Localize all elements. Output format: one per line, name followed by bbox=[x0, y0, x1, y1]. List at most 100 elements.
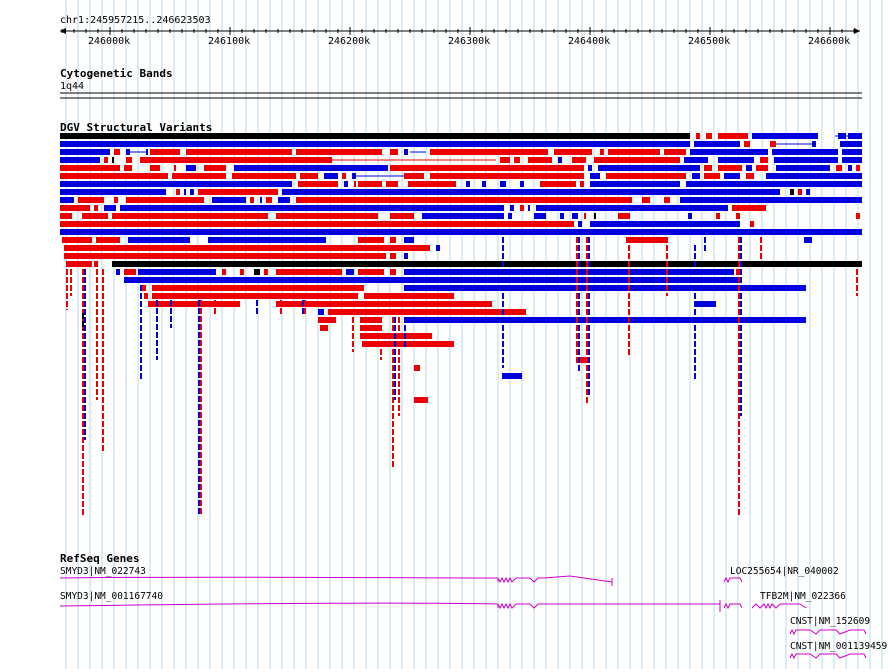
structural-variant[interactable] bbox=[82, 453, 84, 459]
structural-variant[interactable] bbox=[578, 349, 580, 355]
structural-variant[interactable] bbox=[390, 253, 396, 259]
structural-variant[interactable] bbox=[738, 405, 740, 411]
structural-variant[interactable] bbox=[250, 197, 254, 203]
structural-variant[interactable] bbox=[352, 333, 354, 339]
structural-variant[interactable] bbox=[96, 389, 98, 395]
structural-variant[interactable] bbox=[84, 317, 86, 323]
structural-variant[interactable] bbox=[102, 413, 104, 419]
structural-variant[interactable] bbox=[186, 165, 196, 171]
structural-variant[interactable] bbox=[324, 173, 338, 179]
structural-variant[interactable] bbox=[578, 317, 580, 323]
structural-variant[interactable] bbox=[198, 308, 200, 314]
structural-variant[interactable] bbox=[738, 485, 740, 491]
structural-variant[interactable] bbox=[198, 348, 200, 354]
structural-variant[interactable] bbox=[390, 149, 398, 155]
structural-variant[interactable] bbox=[320, 325, 328, 331]
structural-variant[interactable] bbox=[304, 308, 306, 314]
structural-variant[interactable] bbox=[112, 261, 862, 267]
structural-variant[interactable] bbox=[82, 313, 84, 319]
structural-variant[interactable] bbox=[576, 245, 578, 251]
structural-variant[interactable] bbox=[666, 277, 668, 283]
structural-variant[interactable] bbox=[588, 381, 590, 387]
track-title-cytoband[interactable]: Cytogenetic Bands bbox=[60, 67, 173, 80]
structural-variant[interactable] bbox=[150, 165, 160, 171]
gene-model[interactable] bbox=[789, 652, 867, 660]
structural-variant[interactable] bbox=[590, 221, 740, 227]
structural-variant[interactable] bbox=[392, 325, 394, 331]
structural-variant[interactable] bbox=[398, 325, 400, 331]
structural-variant[interactable] bbox=[200, 452, 202, 458]
structural-variant[interactable] bbox=[352, 317, 354, 323]
structural-variant[interactable] bbox=[520, 205, 524, 211]
structural-variant[interactable] bbox=[586, 333, 588, 339]
structural-variant[interactable] bbox=[102, 325, 104, 331]
structural-variant[interactable] bbox=[704, 245, 706, 251]
structural-variant[interactable] bbox=[738, 509, 740, 515]
structural-variant[interactable] bbox=[60, 149, 110, 155]
structural-variant[interactable] bbox=[628, 309, 630, 315]
structural-variant[interactable] bbox=[594, 157, 680, 163]
structural-variant[interactable] bbox=[740, 237, 742, 243]
structural-variant[interactable] bbox=[404, 285, 806, 291]
structural-variant[interactable] bbox=[198, 189, 278, 195]
structural-variant[interactable] bbox=[404, 317, 406, 323]
structural-variant[interactable] bbox=[114, 197, 118, 203]
structural-variant[interactable] bbox=[380, 325, 382, 331]
structural-variant[interactable] bbox=[510, 205, 514, 211]
structural-variant[interactable] bbox=[738, 285, 740, 291]
structural-variant[interactable] bbox=[836, 165, 842, 171]
structural-variant[interactable] bbox=[60, 165, 120, 171]
structural-variant[interactable] bbox=[626, 237, 666, 243]
structural-variant[interactable] bbox=[200, 412, 202, 418]
structural-variant[interactable] bbox=[738, 397, 740, 403]
structural-variant[interactable] bbox=[628, 277, 630, 283]
structural-variant[interactable] bbox=[214, 308, 216, 314]
structural-variant[interactable] bbox=[82, 317, 84, 323]
structural-variant[interactable] bbox=[590, 173, 600, 179]
structural-variant[interactable] bbox=[140, 317, 142, 323]
structural-variant[interactable] bbox=[770, 141, 776, 147]
structural-variant[interactable] bbox=[102, 309, 104, 315]
structural-variant[interactable] bbox=[740, 381, 742, 387]
structural-variant[interactable] bbox=[628, 293, 630, 299]
structural-variant[interactable] bbox=[84, 365, 86, 371]
structural-variant[interactable] bbox=[102, 293, 104, 299]
structural-variant[interactable] bbox=[738, 317, 740, 323]
structural-variant[interactable] bbox=[198, 476, 200, 482]
structural-variant[interactable] bbox=[744, 141, 750, 147]
structural-variant[interactable] bbox=[94, 261, 98, 267]
structural-variant[interactable] bbox=[502, 261, 504, 267]
structural-variant[interactable] bbox=[398, 365, 400, 371]
structural-variant[interactable] bbox=[706, 133, 712, 139]
structural-variant[interactable] bbox=[502, 317, 504, 323]
structural-variant[interactable] bbox=[586, 261, 588, 267]
structural-variant[interactable] bbox=[740, 349, 742, 355]
structural-variant[interactable] bbox=[152, 285, 364, 291]
structural-variant[interactable] bbox=[114, 149, 120, 155]
structural-variant[interactable] bbox=[70, 269, 72, 275]
structural-variant[interactable] bbox=[694, 141, 740, 147]
structural-variant[interactable] bbox=[60, 181, 292, 187]
structural-variant[interactable] bbox=[738, 413, 740, 419]
structural-variant[interactable] bbox=[82, 477, 84, 483]
structural-variant[interactable] bbox=[856, 277, 858, 283]
structural-variant[interactable] bbox=[760, 157, 768, 163]
structural-variant[interactable] bbox=[588, 325, 590, 331]
structural-variant[interactable] bbox=[124, 269, 136, 275]
structural-variant[interactable] bbox=[96, 269, 98, 275]
structural-variant[interactable] bbox=[102, 349, 104, 355]
structural-variant[interactable] bbox=[140, 357, 142, 363]
gene-model[interactable] bbox=[723, 576, 743, 584]
structural-variant[interactable] bbox=[264, 269, 268, 275]
structural-variant[interactable] bbox=[586, 301, 588, 307]
structural-variant[interactable] bbox=[156, 356, 158, 360]
structural-variant[interactable] bbox=[296, 149, 382, 155]
structural-variant[interactable] bbox=[198, 388, 200, 394]
structural-variant[interactable] bbox=[502, 357, 504, 363]
structural-variant[interactable] bbox=[578, 253, 580, 259]
structural-variant[interactable] bbox=[198, 492, 200, 498]
structural-variant[interactable] bbox=[60, 173, 168, 179]
structural-variant[interactable] bbox=[66, 309, 68, 310]
structural-variant[interactable] bbox=[514, 157, 520, 163]
